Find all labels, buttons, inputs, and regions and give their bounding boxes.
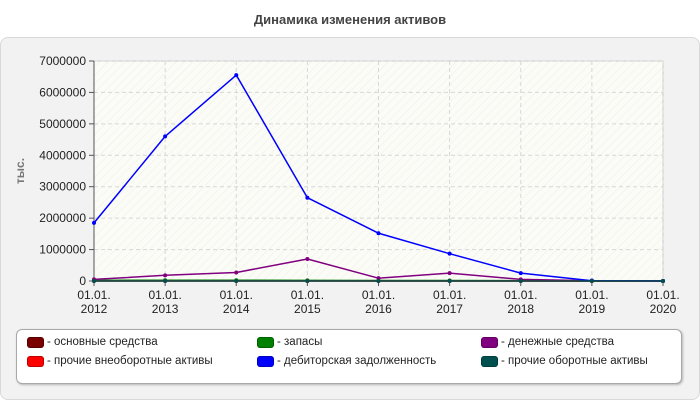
legend-item-other-noncurrent: - прочие внеоборотные активы xyxy=(27,355,213,367)
legend-swatch xyxy=(27,355,44,367)
data-point xyxy=(234,73,239,78)
legend-swatch xyxy=(481,336,498,348)
legend-label: - дебиторская задолженность xyxy=(277,355,437,367)
legend-item-other-current: - прочие оборотные активы xyxy=(481,355,648,367)
data-point xyxy=(447,271,452,276)
y-tick-label: 4000000 xyxy=(39,148,86,162)
legend-swatch xyxy=(257,355,274,367)
legend-item-receivables: - дебиторская задолженность xyxy=(257,355,436,367)
legend-label: - прочие внеоборотные активы xyxy=(47,355,213,367)
y-tick-label: 5000000 xyxy=(39,117,86,131)
y-tick-label: 7000000 xyxy=(39,54,86,68)
y-tick-label: 2000000 xyxy=(39,211,86,225)
data-point xyxy=(447,251,452,256)
x-tick-label: 01.01. 2017 xyxy=(433,288,466,316)
legend: - основные средства - запасы - денежные … xyxy=(16,329,682,384)
data-point xyxy=(163,134,168,139)
x-tick-label: 01.01. 2014 xyxy=(220,288,253,316)
series-layer xyxy=(92,73,665,283)
data-point xyxy=(589,279,594,283)
data-point xyxy=(518,271,523,276)
data-point xyxy=(518,279,523,283)
data-point xyxy=(376,279,381,283)
data-point xyxy=(305,279,310,283)
data-point xyxy=(305,257,310,261)
data-point xyxy=(376,231,381,236)
data-point xyxy=(163,273,168,278)
chart-title: Динамика изменения активов xyxy=(253,12,447,27)
data-point xyxy=(376,276,381,281)
data-point xyxy=(92,220,96,225)
x-axis: 01.01. 2012 01.01. 2013 01.01. 2014 01.01. 2015… xyxy=(77,280,680,316)
data-point xyxy=(447,279,452,283)
x-tick-label: 01.01. 2012 xyxy=(77,288,110,316)
y-axis: 7000000 6000000 5000000 4000000 3000000 20000… xyxy=(39,54,95,288)
legend-swatch xyxy=(257,336,274,348)
data-point xyxy=(92,279,96,283)
legend-label: - денежные средства xyxy=(501,336,615,348)
legend-label: - основные средства xyxy=(47,336,158,348)
x-tick-label: 01.01. 2015 xyxy=(291,288,324,316)
legend-label: - запасы xyxy=(277,336,323,348)
y-tick-label: 0 xyxy=(79,274,86,288)
legend-label: - прочие оборотные активы xyxy=(501,355,648,367)
y-tick-label: 3000000 xyxy=(39,180,86,194)
x-tick-label: 01.01. 2018 xyxy=(504,288,537,316)
x-tick-label: 01.01. 2020 xyxy=(646,288,679,316)
legend-item-inventory: - запасы xyxy=(257,336,322,348)
data-point xyxy=(234,270,239,275)
data-point xyxy=(234,279,239,283)
legend-swatch xyxy=(481,355,498,367)
y-axis-label: тыс. xyxy=(13,158,27,184)
x-tick-label: 01.01. 2016 xyxy=(362,288,395,316)
plot-area xyxy=(93,60,664,282)
x-tick-label: 01.01. 2013 xyxy=(148,288,181,316)
data-point xyxy=(163,279,168,283)
legend-swatch xyxy=(27,336,44,348)
y-tick-label: 1000000 xyxy=(39,243,86,257)
legend-item-fixed-assets: - основные средства xyxy=(27,336,158,348)
y-tick-label: 6000000 xyxy=(39,85,86,99)
data-point xyxy=(305,195,310,200)
legend-item-cash: - денежные средства xyxy=(481,336,614,348)
data-point xyxy=(661,279,665,283)
x-tick-label: 01.01. 2019 xyxy=(575,288,608,316)
